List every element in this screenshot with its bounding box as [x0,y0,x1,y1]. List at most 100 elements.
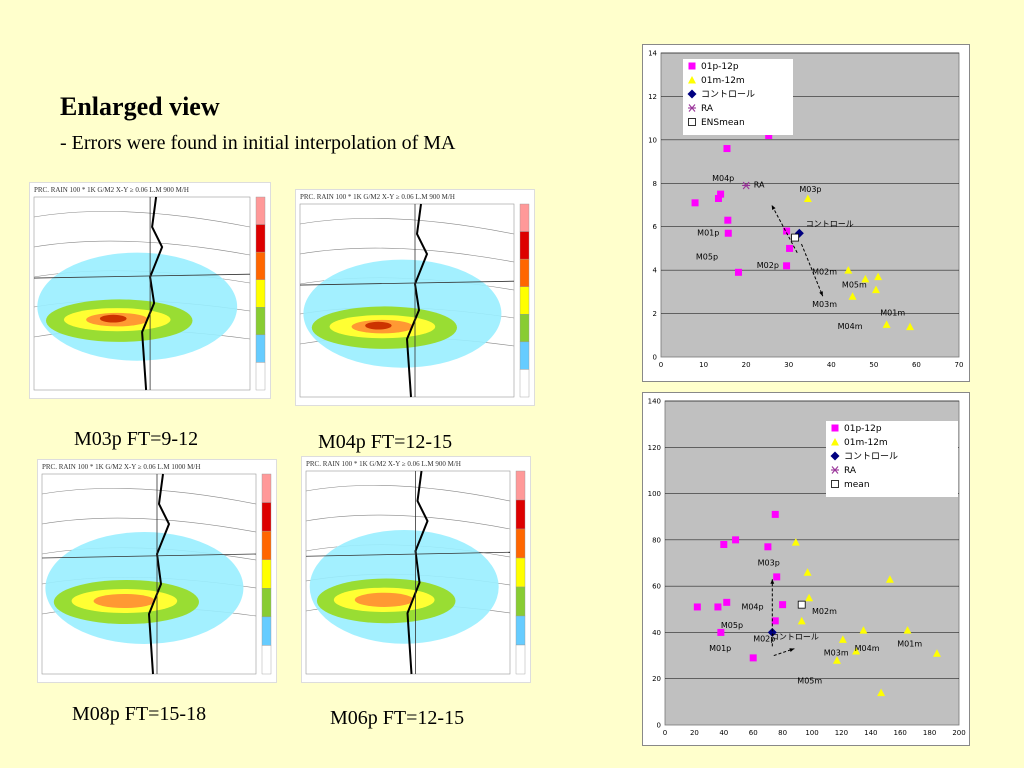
data-point [717,190,725,198]
point-label: M01m [897,639,922,648]
color-scale-segment [515,615,526,646]
data-point [871,285,880,294]
color-scale-segment [261,502,272,532]
color-scale-segment [519,369,530,398]
y-tick-label: 14 [648,50,657,58]
rain-area-orange [93,594,156,608]
color-scale-segment [515,586,526,617]
legend-label: 01p-12p [701,62,739,72]
x-tick-label: 60 [912,361,921,369]
y-tick-label: 40 [652,629,661,637]
data-point [771,510,779,518]
data-point [859,626,868,634]
data-point [803,568,812,576]
color-scale-segment [255,362,266,391]
color-scale-segment [519,231,530,260]
legend-marker [831,438,839,446]
color-scale-segment [515,470,526,501]
point-label: M02m [812,267,837,276]
precip-map-m04p: PRC. RAIN 100 * 1K G/M2 X-Y ≥ 0.06 L.M 9… [296,190,534,405]
legend-label: RA [701,104,714,114]
data-point [838,635,847,643]
asterisk-stroke [688,104,696,112]
point-label: M01p [697,228,719,237]
precip-map-svg: PRC. RAIN 100 * 1K G/M2 X-Y ≥ 0.06 L.M 1… [41,463,272,675]
map-caption-m03p: M03p FT=9-12 [74,428,199,450]
color-scale-segment [255,251,266,280]
point-label: M05m [842,281,867,290]
legend-marker [688,76,696,84]
legend-box [683,59,793,135]
y-tick-label: 2 [653,310,657,318]
trend-arrow-head [771,205,776,210]
color-scale-segment [255,196,266,225]
data-point [773,573,781,581]
data-point [844,266,853,274]
x-tick-label: 80 [778,729,787,737]
x-tick-label: 160 [894,729,907,737]
data-point [786,244,794,252]
data-point [906,322,915,331]
point-label: コントロール [806,220,854,229]
x-tick-label: 10 [699,361,708,369]
trend-arrow [771,204,798,254]
x-tick-label: 70 [955,361,964,369]
data-point [848,292,857,300]
x-tick-label: 180 [923,729,936,737]
map-header: PRC. RAIN 100 * 1K G/M2 X-Y ≥ 0.06 L.M 9… [306,460,461,468]
y-tick-label: 0 [657,722,661,730]
x-tick-label: 120 [835,729,848,737]
x-tick-label: 200 [952,729,965,737]
point-label: M03m [812,300,837,309]
data-point [714,603,722,611]
point-label: M03m [824,649,849,658]
asterisk-stroke [742,181,750,190]
legend-label: コントロール [844,452,898,462]
data-point [717,628,725,636]
data-point [874,272,883,281]
precip-map-svg: PRC. RAIN 100 * 1K G/M2 X-Y ≥ 0.06 L.M 9… [33,186,266,391]
data-point [779,601,787,609]
legend-marker [688,118,696,126]
contour-line [41,488,257,505]
legend-label: 01p-12p [844,424,882,434]
data-point [720,540,728,548]
legend-marker [831,466,839,474]
data-point [723,598,731,606]
x-tick-label: 60 [749,729,758,737]
data-point [765,132,773,140]
color-scale-segment [519,203,530,232]
legend-marker [831,480,839,488]
contour-line [33,240,251,256]
data-point [797,616,806,625]
y-tick-label: 20 [652,675,661,683]
map-header: PRC. RAIN 100 * 1K G/M2 X-Y ≥ 0.06 L.M 9… [34,186,189,194]
map-header: PRC. RAIN 100 * 1K G/M2 X-Y ≥ 0.06 L.M 1… [42,463,200,471]
color-scale-segment [515,499,526,530]
x-tick-label: 100 [805,729,818,737]
color-scale-segment [255,307,266,336]
x-tick-label: 0 [663,729,667,737]
color-scale-segment [255,279,266,308]
data-point [724,216,732,224]
data-point [797,600,806,609]
precip-map-m08p: PRC. RAIN 100 * 1K G/M2 X-Y ≥ 0.06 L.M 1… [38,460,276,682]
rain-area-orange [354,592,414,607]
rain-area-red [365,321,392,330]
contour-line [299,218,515,235]
point-label: M05p [721,621,743,630]
data-point [783,227,791,235]
y-tick-label: 8 [653,180,657,188]
legend-label: 01m-12m [844,438,888,448]
point-label: M05m [797,676,822,685]
point-label: M05p [696,252,718,261]
x-tick-label: 30 [784,361,793,369]
point-label: M03p [758,558,780,567]
legend-label: mean [844,480,870,490]
data-point [783,262,791,270]
data-point [767,627,777,637]
color-scale-segment [519,341,530,370]
latitude-line [305,551,511,557]
trend-arrow [773,648,795,657]
y-tick-label: 80 [652,536,661,544]
